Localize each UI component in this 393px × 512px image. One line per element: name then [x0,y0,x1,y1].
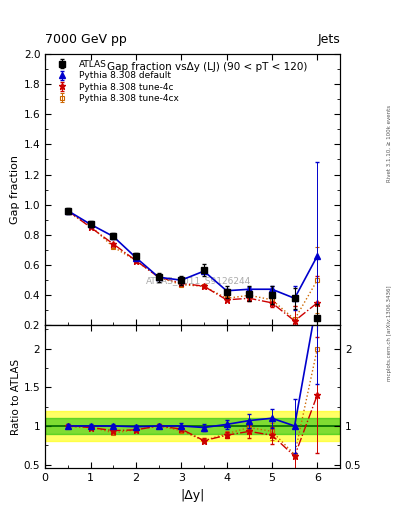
Text: Rivet 3.1.10, ≥ 100k events: Rivet 3.1.10, ≥ 100k events [387,105,392,182]
Bar [45,411,340,441]
Legend: ATLAS, Pythia 8.308 default, Pythia 8.308 tune-4c, Pythia 8.308 tune-4cx: ATLAS, Pythia 8.308 default, Pythia 8.30… [48,56,182,106]
Text: ATLAS_2011_S9126244: ATLAS_2011_S9126244 [146,276,251,285]
Text: mcplots.cern.ch [arXiv:1306.3436]: mcplots.cern.ch [arXiv:1306.3436] [387,285,392,380]
Y-axis label: Gap fraction: Gap fraction [9,155,20,224]
Text: 7000 GeV pp: 7000 GeV pp [45,33,127,46]
Bar [45,418,340,434]
Text: Jets: Jets [317,33,340,46]
Y-axis label: Ratio to ATLAS: Ratio to ATLAS [11,359,21,435]
Text: Gap fraction vsΔy (LJ) (90 < pT < 120): Gap fraction vsΔy (LJ) (90 < pT < 120) [107,62,307,72]
X-axis label: |Δy|: |Δy| [180,489,205,502]
